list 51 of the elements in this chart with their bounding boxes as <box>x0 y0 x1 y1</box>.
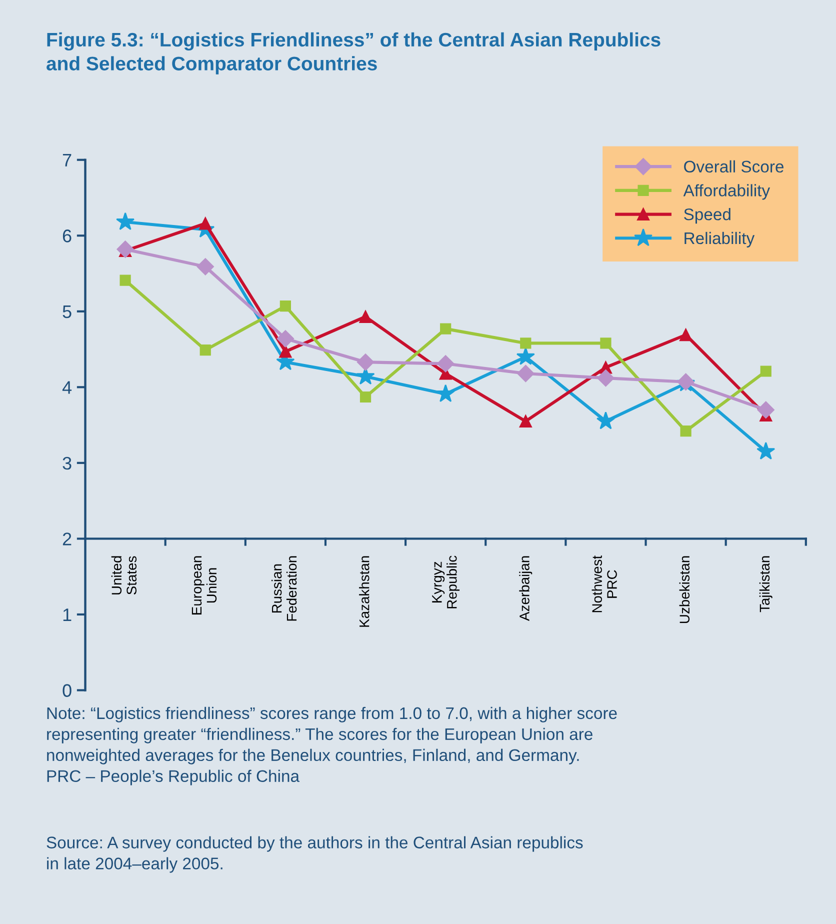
point <box>519 415 532 428</box>
point <box>680 426 692 437</box>
point <box>756 442 776 460</box>
point <box>280 300 292 312</box>
y-tick-label: 1 <box>63 608 72 621</box>
legend-label: Reliability <box>684 232 755 248</box>
point <box>360 391 372 403</box>
text: Note: “Logistics friendliness” scores range from 1.0 to 7.0, with a higher score representing greater “friendliness.” The scores for the European Union are nonweighted averages for the Benelux countries, Finland, and Germany. PRC – People’s Republic of China <box>47 706 617 786</box>
point <box>517 364 534 382</box>
point <box>520 338 532 349</box>
legend-label: Speed <box>684 208 730 224</box>
point <box>116 212 135 230</box>
point <box>437 355 454 372</box>
y-tick-label: 6 <box>62 230 72 242</box>
y-tick-label: 3 <box>62 456 72 470</box>
point <box>200 344 211 356</box>
point <box>760 366 772 377</box>
point <box>199 217 212 230</box>
y-tick-label: 7 <box>62 154 72 166</box>
legend-label: Affordability <box>683 184 770 200</box>
y-tick-label: 5 <box>62 306 72 318</box>
point <box>279 345 292 358</box>
x-tick-label: Uzbekistan <box>679 556 690 623</box>
x-tick-label: Azerbaijan <box>519 556 532 621</box>
y-tick-label: 4 <box>62 381 72 394</box>
chart-title: Figure 5.3: “Logistics Friendliness” of the Central Asian Republics and Selected Comparator Countries <box>46 32 660 74</box>
point <box>120 274 131 286</box>
x-tick-label: Russian Federation <box>271 556 297 621</box>
legend-label: Overall Score <box>684 160 784 173</box>
point <box>276 330 294 348</box>
point <box>757 401 774 418</box>
x-tick-label: Kyrgyz Republic <box>432 556 460 608</box>
point <box>359 310 372 323</box>
point <box>196 258 214 276</box>
x-tick-label: Kazakhstan <box>359 556 370 627</box>
x-tick-label: United States <box>111 556 137 594</box>
x-tick-label: Tajikistan <box>759 556 772 612</box>
y-tick-label: 2 <box>62 532 72 546</box>
source-note: Source: A survey conducted by the authors in the Central Asian republics in late 2004–early 2005. <box>46 836 583 873</box>
point <box>597 370 614 387</box>
point <box>436 384 455 402</box>
point <box>356 354 374 371</box>
y-tick-label: 0 <box>62 684 72 697</box>
point <box>516 347 535 365</box>
point <box>596 412 616 430</box>
x-tick-label: European Union <box>192 556 217 614</box>
point <box>600 338 612 349</box>
point <box>116 240 134 258</box>
x-tick-label: Nothwest PRC <box>592 555 617 612</box>
point <box>440 323 452 334</box>
point <box>680 328 692 342</box>
